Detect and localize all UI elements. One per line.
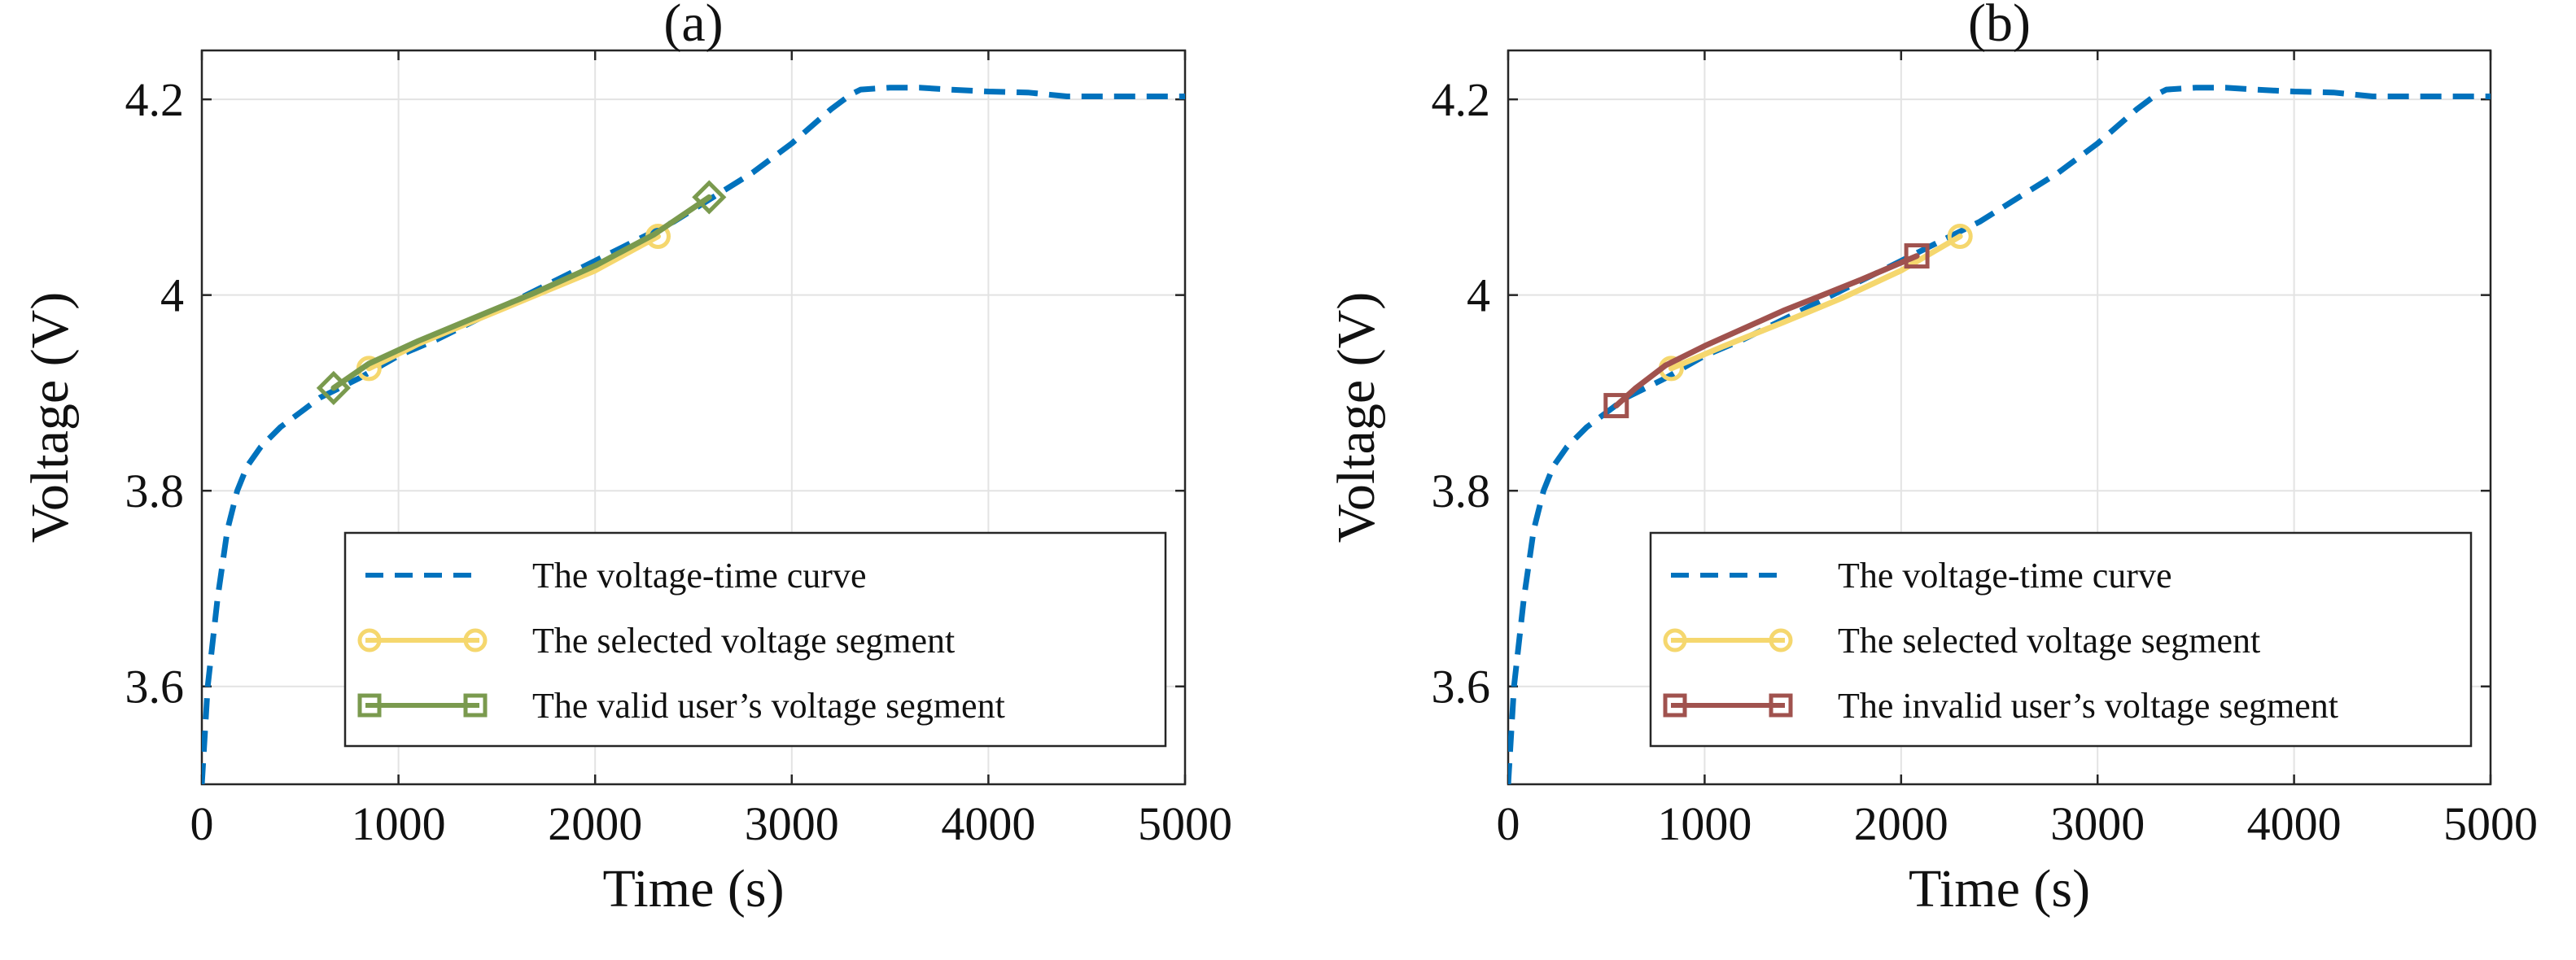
x-tick-label: 2000 [1854, 797, 1948, 850]
chart-title: (a) [663, 0, 723, 53]
x-tick-label: 3000 [745, 797, 839, 850]
x-tick-label: 5000 [1138, 797, 1232, 850]
chart-panel-b: 0 1000 2000 3000 4000 5000 3.6 3.8 4 4.2 Time (s) V… [1327, 0, 2538, 919]
x-tick-label: 3000 [2050, 797, 2145, 850]
x-tick-label: 0 [1497, 797, 1520, 850]
y-axis-ticks: 3.6 3.8 4 4.2 [1432, 73, 2491, 713]
legend-swatch-marker [1769, 693, 1793, 718]
legend-swatch-marker [357, 628, 382, 652]
series-line [1613, 253, 1920, 409]
x-axis-label: Time (s) [602, 859, 784, 919]
chart-title: (b) [1968, 0, 2031, 53]
data-point [1603, 393, 1629, 419]
y-tick-label: 3.6 [1432, 661, 1491, 713]
legend-swatch-marker [1769, 628, 1793, 652]
x-tick-label: 4000 [2247, 797, 2342, 850]
legend-box [343, 531, 1167, 748]
x-tick-label: 1000 [352, 797, 446, 850]
axes-frame [1507, 49, 2492, 786]
x-tick-label: 5000 [2443, 797, 2538, 850]
legend-swatch-marker [1663, 628, 1687, 652]
chart-panel-a: 0 1000 2000 3000 4000 5000 3.6 3.8 4 4.2 Time (s) V… [20, 0, 1232, 919]
y-axis-label: Voltage (V) [20, 292, 80, 543]
x-tick-label: 4000 [941, 797, 1035, 850]
x-axis-ticks: 0 1000 2000 3000 4000 5000 [1497, 50, 2538, 850]
legend-label: The valid user’s voltage segment [532, 686, 1005, 726]
data-point [692, 180, 727, 215]
legend: The voltage-time curve The selected volta… [1649, 531, 2473, 748]
x-axis-ticks: 0 1000 2000 3000 4000 5000 [190, 50, 1232, 850]
x-tick-label: 0 [190, 797, 214, 850]
data-point [1904, 243, 1930, 269]
axes-frame [200, 49, 1187, 786]
series-1 [202, 85, 1185, 784]
data-point [1947, 224, 1973, 250]
legend-label: The selected voltage segment [1838, 621, 2260, 661]
y-tick-label: 3.8 [1432, 465, 1491, 517]
y-tick-label: 4 [1467, 269, 1490, 322]
series-3 [1603, 243, 1930, 419]
y-axis-label: Voltage (V) [1327, 292, 1386, 543]
y-tick-label: 4 [160, 269, 184, 322]
data-point [316, 370, 351, 406]
series-3 [316, 180, 727, 406]
legend-swatch-marker [463, 628, 488, 652]
legend-swatch-marker [463, 693, 488, 718]
x-tick-label: 1000 [1657, 797, 1752, 850]
y-tick-label: 3.6 [125, 661, 185, 713]
legend-label: The voltage-time curve [1838, 556, 2171, 596]
legend-swatch-marker [357, 693, 382, 718]
grid [202, 50, 1185, 784]
y-tick-label: 4.2 [125, 73, 185, 126]
legend: The voltage-time curve The selected volta… [343, 531, 1167, 748]
legend-label: The voltage-time curve [532, 556, 866, 596]
legend-swatch-marker [1663, 693, 1687, 718]
series-line [202, 85, 1185, 784]
series-line [330, 194, 712, 391]
legend-label: The selected voltage segment [532, 621, 955, 661]
x-axis-label: Time (s) [1909, 859, 2090, 919]
legend-label: The invalid user’s voltage segment [1838, 686, 2338, 726]
y-tick-label: 3.8 [125, 465, 185, 517]
legend-box [1649, 531, 2473, 748]
y-axis-ticks: 3.6 3.8 4 4.2 [125, 73, 1185, 713]
y-tick-label: 4.2 [1432, 73, 1491, 126]
x-tick-label: 2000 [548, 797, 642, 850]
